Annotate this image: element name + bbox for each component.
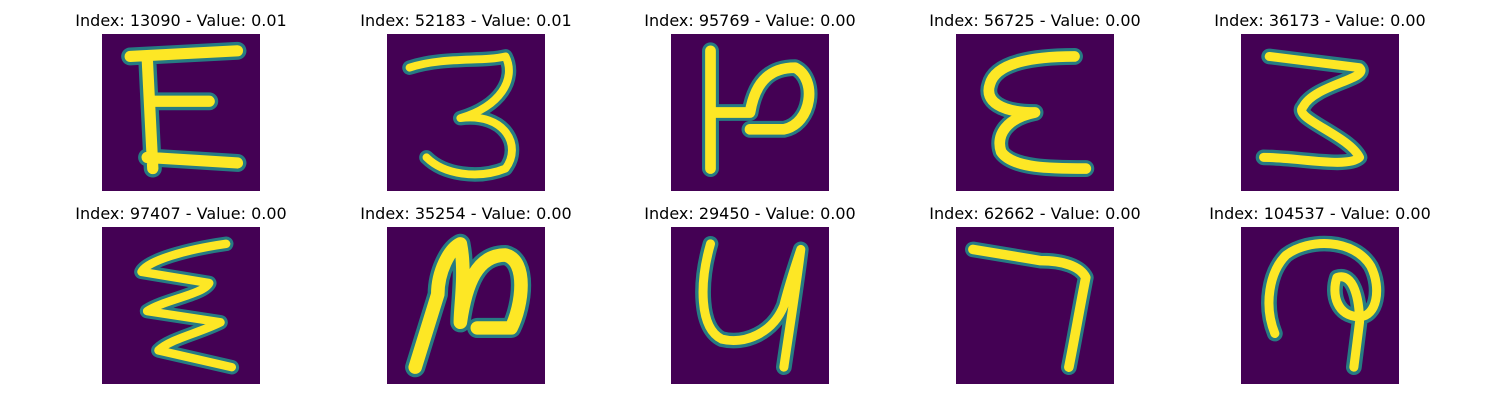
handwritten-glyph xyxy=(702,42,818,177)
digit-image xyxy=(956,34,1114,191)
panel-title: Index: 13090 - Value: 0.01 xyxy=(75,11,287,30)
panel-title: Index: 95769 - Value: 0.00 xyxy=(644,11,856,30)
panel-title: Index: 56725 - Value: 0.00 xyxy=(929,11,1141,30)
digit-image xyxy=(1241,227,1399,384)
digit-image xyxy=(387,34,545,191)
digit-image xyxy=(671,227,829,384)
handwritten-glyph xyxy=(1255,48,1369,171)
panel-title: Index: 52183 - Value: 0.01 xyxy=(360,11,572,30)
digit-image xyxy=(671,34,829,191)
panel-title: Index: 35254 - Value: 0.00 xyxy=(360,204,572,223)
panel-title: Index: 29450 - Value: 0.00 xyxy=(644,204,856,223)
digit-image xyxy=(102,34,260,191)
handwritten-glyph xyxy=(980,48,1095,177)
handwritten-glyph xyxy=(405,233,532,378)
digit-image xyxy=(387,227,545,384)
digit-image xyxy=(956,227,1114,384)
handwritten-glyph xyxy=(134,236,240,375)
panel-title: Index: 62662 - Value: 0.00 xyxy=(929,204,1141,223)
handwritten-glyph xyxy=(121,41,247,178)
digit-image xyxy=(1241,34,1399,191)
handwritten-glyph xyxy=(965,241,1094,376)
handwritten-glyph xyxy=(1261,235,1385,376)
panel-title: Index: 97407 - Value: 0.00 xyxy=(75,204,287,223)
panel-title: Index: 36173 - Value: 0.00 xyxy=(1214,11,1426,30)
digit-image xyxy=(102,227,260,384)
handwritten-glyph xyxy=(695,235,809,376)
handwritten-glyph xyxy=(402,49,520,182)
panel-title: Index: 104537 - Value: 0.00 xyxy=(1209,204,1431,223)
